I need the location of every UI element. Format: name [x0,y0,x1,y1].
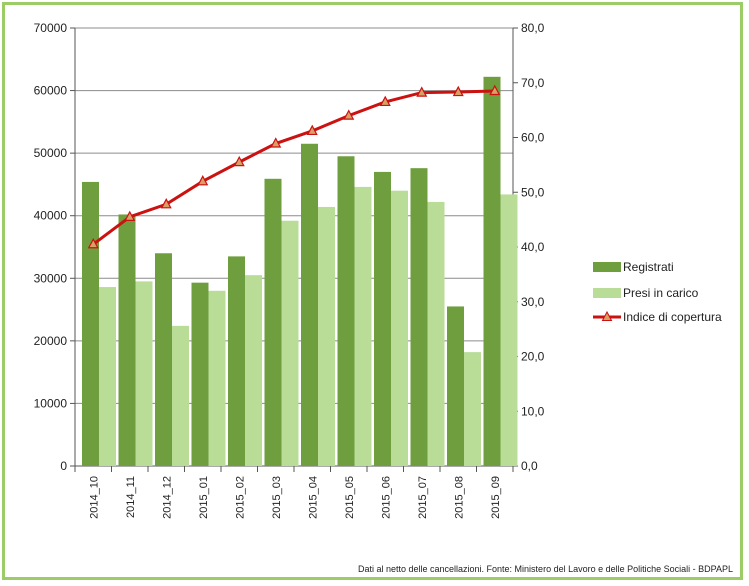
line-marker [452,85,464,97]
bar-presi-in-carico [135,281,153,466]
left-tick-label: 0 [60,459,67,473]
category-label: 2015_07 [417,476,429,519]
right-tick-label: 20,0 [521,350,545,364]
category-label: 2015_09 [490,476,502,519]
bar-presi-in-carico [318,206,335,466]
bar-presi-in-carico [245,275,262,466]
line-marker [87,237,99,249]
left-tick-label: 50000 [34,146,68,160]
category-label: 2015_01 [198,476,210,519]
legend-label: Registrati [623,260,674,274]
bar-registrati [264,178,282,466]
category-label: 2015_03 [271,476,283,519]
bar-presi-in-carico [281,220,299,466]
category-label: 2014_12 [161,476,173,519]
line-marker [233,155,245,167]
bar-presi-in-carico [208,290,226,466]
line-marker [160,198,172,209]
left-tick-label: 20000 [34,334,68,348]
category-label: 2015_04 [307,476,319,519]
line-marker [343,109,355,120]
line-marker [416,86,428,97]
legend-label: Indice di copertura [623,310,722,324]
legend-label: Presi in carico [623,286,699,300]
bar-registrati [301,143,318,466]
left-tick-label: 40000 [34,209,68,223]
right-tick-label: 40,0 [521,240,545,254]
category-label: 2015_05 [344,476,356,519]
left-tick-label: 10000 [34,396,68,410]
bar-presi-in-carico [500,194,518,466]
line-marker [489,84,501,96]
category-label: 2015_02 [234,476,246,519]
right-tick-label: 10,0 [521,404,545,418]
bar-registrati [228,256,245,466]
right-tick-label: 80,0 [521,21,545,35]
bar-presi-in-carico [354,186,372,466]
category-label: 2014_10 [88,476,100,519]
line-marker [124,210,136,221]
right-tick-label: 60,0 [521,131,545,145]
bar-presi-in-carico [427,201,445,466]
bar-registrati [374,171,391,466]
bar-registrati [483,76,501,466]
bar-registrati [82,181,99,466]
left-tick-label: 30000 [34,271,68,285]
line-marker [379,95,391,107]
left-tick-label: 70000 [34,21,68,35]
legend-swatch-registrati [593,262,621,272]
line-indice-di-copertura [92,89,495,246]
bar-registrati [410,168,428,466]
bar-presi-in-carico [172,325,189,466]
right-tick-label: 0,0 [521,459,538,473]
line-marker [306,124,318,136]
right-tick-label: 50,0 [521,185,545,199]
bar-registrati [191,282,209,466]
category-label: 2015_06 [380,476,392,519]
bar-registrati [118,214,136,466]
bar-presi-in-carico [99,287,116,466]
legend-swatch-presi-in-carico [593,288,621,298]
bar-presi-in-carico [464,352,481,466]
legend-line-marker [601,310,613,321]
bar-registrati [447,306,464,466]
category-label: 2014_11 [125,476,137,518]
category-label: 2015_08 [453,476,465,519]
left-tick-label: 60000 [34,84,68,98]
line-marker [197,175,209,186]
right-tick-label: 30,0 [521,295,545,309]
bar-registrati [337,156,355,466]
bar-presi-in-carico [391,190,408,466]
bar-registrati [155,253,172,466]
source-note: Dati al netto delle cancellazioni. Fonte… [357,564,733,574]
line-marker [270,137,282,148]
right-tick-label: 70,0 [521,76,545,90]
